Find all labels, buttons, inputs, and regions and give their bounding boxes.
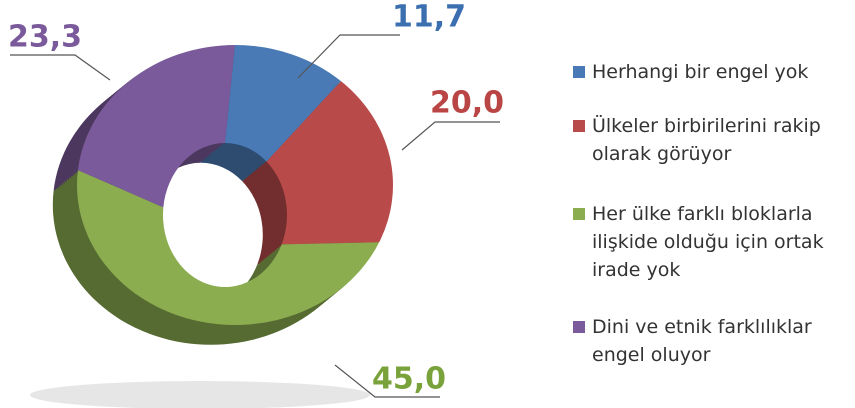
data-label: 20,0 (430, 86, 504, 121)
leader-line (10, 54, 111, 81)
leader-line (297, 34, 400, 79)
leader-line (334, 364, 440, 398)
legend-label: Herhangi bir engel yok (592, 61, 809, 83)
legend-item: Her ülke farklı bloklarla ilişkide olduğ… (573, 200, 845, 284)
leader-line (401, 121, 500, 151)
legend-item: Ülkeler birbirilerini rakip olarak görüy… (573, 112, 845, 168)
legend-item: Dini ve etnik farklılıklar engel oluyor (573, 313, 845, 369)
slice (225, 45, 341, 162)
slice (77, 45, 235, 208)
legend-swatch (573, 66, 585, 78)
data-label: 45,0 (372, 362, 446, 397)
legend-swatch (573, 208, 585, 220)
legend-label: Dini ve etnik farklılıklar engel oluyor (592, 316, 812, 366)
shadow (30, 381, 370, 408)
legend-swatch (573, 321, 585, 333)
slice (266, 81, 393, 245)
legend-item: Herhangi bir engel yok (573, 58, 845, 86)
legend-label: Ülkeler birbirilerini rakip olarak görüy… (592, 115, 821, 165)
data-label: 11,7 (392, 0, 466, 35)
legend-label: Her ülke farklı bloklarla ilişkide olduğ… (592, 203, 824, 281)
slice (76, 170, 380, 326)
legend-swatch (573, 120, 585, 132)
data-label: 23,3 (8, 20, 82, 55)
